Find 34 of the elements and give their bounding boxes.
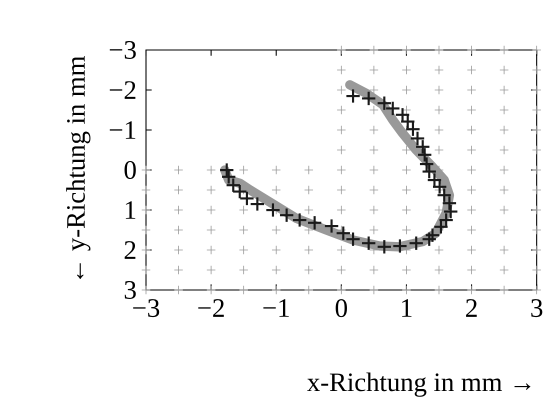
y-tick-label: −1 [110,121,136,139]
y-tick-label: −2 [110,81,136,99]
point [442,204,458,220]
point [360,90,376,106]
point [324,218,340,234]
point [292,212,308,228]
y-tick-label: 1 [126,201,136,219]
point [433,219,449,235]
point [265,202,281,218]
point [306,215,322,231]
y-tick-label: 2 [124,241,136,259]
point [360,235,376,251]
y-tick-label: 0 [124,161,136,179]
x-axis-title: x-Richtung in mm → [307,372,530,397]
x-tick-label: 1 [402,299,412,317]
point [416,147,432,163]
point [424,227,440,243]
point [438,212,454,228]
point [278,207,294,223]
x-tick-label: 0 [336,299,347,318]
y-tick-label: 3 [124,281,136,299]
x-tick-label: −1 [263,299,289,317]
point [418,156,434,172]
y-axis-title: ← y-Richtung in mm [66,56,90,280]
point [345,88,361,104]
point [219,162,234,178]
point [376,239,392,255]
point [392,238,408,254]
x-tick-label: −2 [198,299,224,317]
point [421,231,437,247]
x-tick-label: 3 [531,299,542,318]
y-tick-label: −3 [110,41,136,59]
x-tick-label: 2 [466,299,477,317]
point [408,235,424,251]
